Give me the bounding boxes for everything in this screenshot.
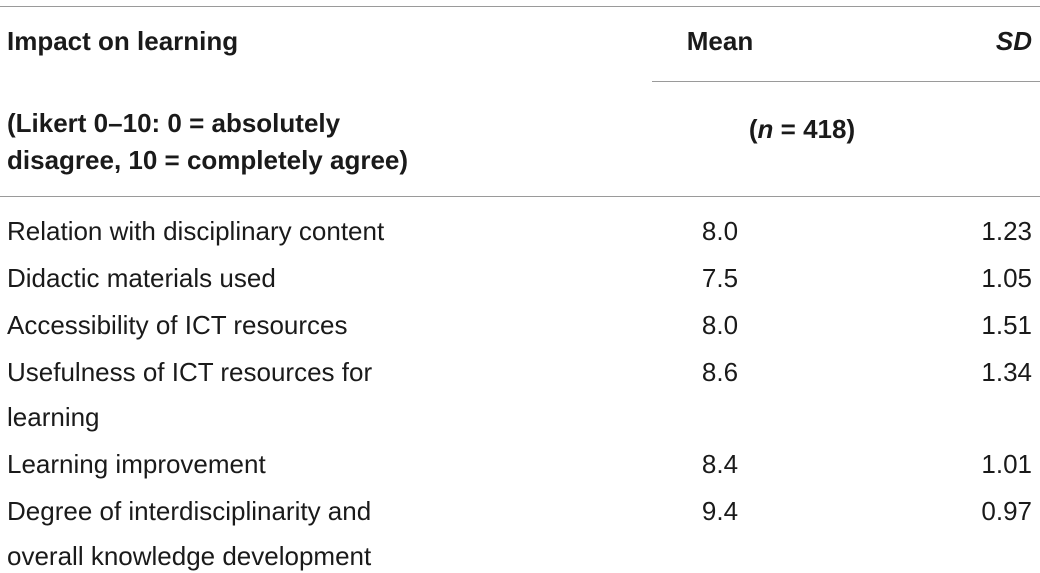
row-mean: 8.0 xyxy=(701,310,739,340)
header-likert-line2: disagree, 10 = completely agree) xyxy=(7,145,409,175)
row-sd: 1.01 xyxy=(981,449,1032,479)
sample-size-value: = 418) xyxy=(773,114,856,144)
row-mean: 7.5 xyxy=(701,263,739,293)
row-mean: 8.0 xyxy=(701,216,739,246)
header-impact-on-learning: Impact on learning xyxy=(7,26,239,56)
row-mean: 8.6 xyxy=(701,357,739,387)
row-label: Learning improvement xyxy=(7,449,266,479)
row-sd: 1.05 xyxy=(981,263,1032,293)
row-label: Degree of interdisciplinarity and xyxy=(7,496,372,526)
row-sd: 1.23 xyxy=(981,216,1032,246)
row-label: Usefulness of ICT resources for xyxy=(7,357,373,387)
row-sd: 1.51 xyxy=(981,310,1032,340)
row-label: Relation with disciplinary content xyxy=(7,216,385,246)
header-subrule xyxy=(652,81,1040,82)
sample-size-open: ( xyxy=(748,114,758,144)
header-sd: SD xyxy=(995,26,1032,56)
header-bottom-rule xyxy=(0,196,1040,197)
row-sd: 0.97 xyxy=(981,496,1032,526)
row-label: Didactic materials used xyxy=(7,263,276,293)
row-mean: 9.4 xyxy=(701,496,739,526)
header-likert-line1: (Likert 0–10: 0 = absolutely xyxy=(7,108,341,138)
row-mean: 8.4 xyxy=(701,449,739,479)
header-sample-size: (n = 418) xyxy=(652,113,952,146)
row-label: learning xyxy=(7,402,100,432)
row-label: overall knowledge development xyxy=(7,541,372,571)
table-top-rule xyxy=(0,6,1040,7)
row-sd: 1.34 xyxy=(981,357,1032,387)
header-mean: Mean xyxy=(686,26,754,56)
sample-size-n: n xyxy=(757,114,774,144)
row-label: Accessibility of ICT resources xyxy=(7,310,348,340)
